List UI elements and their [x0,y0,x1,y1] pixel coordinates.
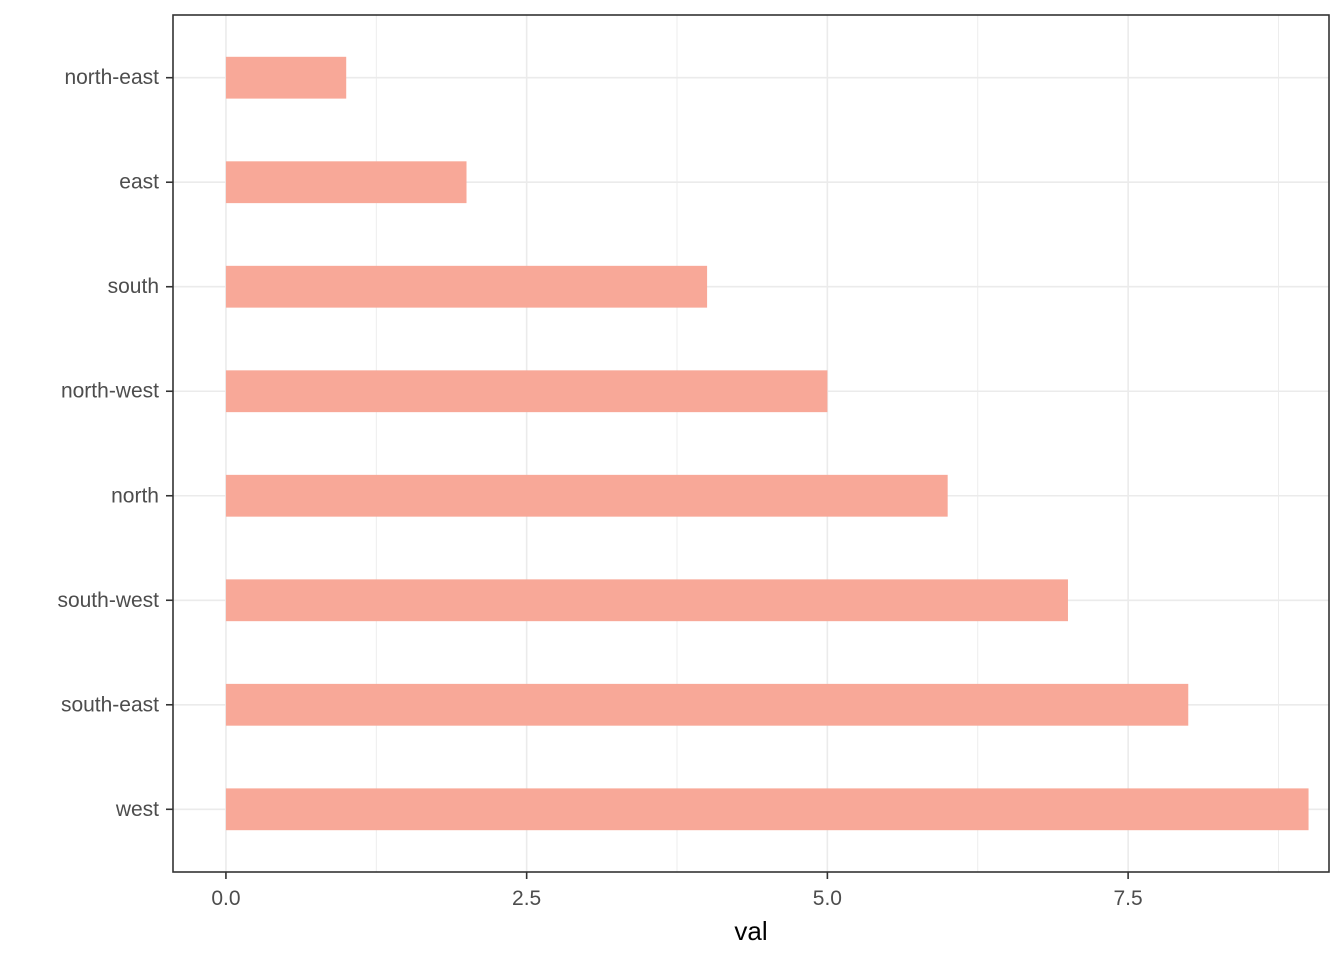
bar-west [225,788,1309,831]
x-tick-label: 7.5 [1114,887,1143,910]
bar-north-east [225,56,347,99]
y-tick-label: north-west [61,380,159,403]
y-tick-label: south-east [61,693,159,716]
panel-border [172,14,1330,873]
bars [225,56,1309,831]
y-tick-label: south [108,275,159,298]
y-tick-label: north-east [64,66,159,89]
bar-east [225,161,467,204]
x-axis: 0.0 2.5 5.0 7.5 [211,872,1143,910]
bar-south [225,265,708,308]
x-axis-title: val [734,916,767,946]
x-tick-label: 2.5 [512,887,541,910]
y-tick-label: east [119,171,159,194]
y-tick-label: south-west [57,589,159,612]
y-tick-label: west [115,798,159,821]
bar-north-west [225,370,828,413]
x-tick-label: 5.0 [813,887,842,910]
bar-north [225,474,948,517]
bar-south-west [225,579,1068,622]
bar-south-east [225,683,1189,726]
y-tick-label: north [111,484,159,507]
y-axis: north-east east south north-west north south-… [57,66,173,821]
x-tick-label: 0.0 [211,887,240,910]
